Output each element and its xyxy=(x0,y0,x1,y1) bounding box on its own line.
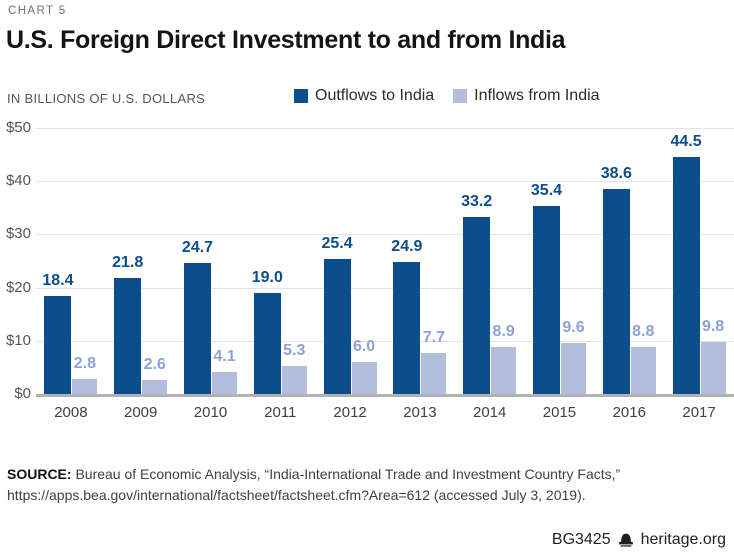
footer-site: heritage.org xyxy=(640,531,726,548)
legend-item-outflows: Outflows to India xyxy=(294,87,434,105)
inflows-value-label-2015: 9.6 xyxy=(562,318,585,336)
x-tick-label-2013: 2013 xyxy=(403,404,437,421)
grid-line xyxy=(36,234,734,236)
outflows-bar-2011: 19.0 xyxy=(252,269,283,394)
footer-doc-id: BG3425 xyxy=(551,531,611,548)
outflows-value-label-2008: 18.4 xyxy=(42,272,74,290)
inflows-value-label-2010: 4.1 xyxy=(213,348,236,366)
y-tick-label: $50 xyxy=(5,119,31,136)
outflows-value-label-2010: 24.7 xyxy=(181,238,214,256)
outflows-bar-2016: 38.6 xyxy=(601,165,632,394)
inflows-value-label-2013: 7.7 xyxy=(422,329,445,347)
unit-label: IN BILLIONS OF U.S. DOLLARS xyxy=(7,91,206,106)
x-tick-label-2015: 2015 xyxy=(542,404,577,421)
bar-group-2009: 21.8 2.6 xyxy=(112,128,168,394)
legend-label-outflows: Outflows to India xyxy=(315,87,435,104)
y-tick-label: $30 xyxy=(5,225,31,243)
legend-swatch-inflows-icon xyxy=(453,89,468,103)
source-text: Bureau of Economic Analysis, “India-Inte… xyxy=(75,466,621,482)
grid-line xyxy=(36,340,734,342)
inflows-value-label-2016: 8.8 xyxy=(632,323,655,341)
outflows-bar-2017: 44.5 xyxy=(670,133,702,394)
plot-area: 18.4 2.8 21.8 2.6 24.7 4.1 19.0 5.3 25.4 6.0 24.9 7… xyxy=(36,128,734,397)
bar-group-2013: 24.9 7.7 xyxy=(391,128,447,394)
outflows-value-label-2011: 19.0 xyxy=(251,268,283,286)
y-tick-label: $20 xyxy=(5,278,31,296)
inflows-bar-2011: 5.3 xyxy=(281,342,307,394)
outflows-bar-2014: 33.2 xyxy=(461,193,492,394)
chart-kicker: CHART 5 xyxy=(8,5,67,17)
x-tick-label-2008: 2008 xyxy=(54,404,88,421)
liberty-bell-icon xyxy=(618,533,633,547)
source-label: SOURCE: xyxy=(7,466,72,482)
inflows-bar-2016: 8.8 xyxy=(630,323,656,394)
x-tick-label-2014: 2014 xyxy=(472,404,507,421)
outflows-value-label-2017: 44.5 xyxy=(670,133,702,151)
x-tick-label-2016: 2016 xyxy=(612,404,646,421)
bar-group-2011: 19.0 5.3 xyxy=(252,128,307,394)
inflows-bar-2013: 7.7 xyxy=(421,329,447,394)
legend-item-inflows: Inflows from India xyxy=(453,87,600,105)
x-tick-label-2010: 2010 xyxy=(193,404,228,421)
x-tick-label-2012: 2012 xyxy=(333,404,367,421)
inflows-value-label-2009: 2.6 xyxy=(143,356,166,374)
inflows-bar-2012: 6.0 xyxy=(351,338,377,394)
outflows-value-label-2009: 21.8 xyxy=(112,254,144,272)
bar-group-2010: 24.7 4.1 xyxy=(182,128,237,394)
legend-label-inflows: Inflows from India xyxy=(474,87,600,104)
outflows-bar-2013: 24.9 xyxy=(391,238,422,394)
x-axis: 2008 2009 2010 2011 2012 2013 2014 2015 2016 2017 xyxy=(36,404,734,421)
outflows-value-label-2014: 33.2 xyxy=(461,193,493,211)
source-note: SOURCE: Bureau of Economic Analysis, “In… xyxy=(7,464,721,506)
y-tick-label: $0 xyxy=(14,385,31,402)
inflows-bar-2009: 2.6 xyxy=(142,356,168,394)
inflows-bar-2015: 9.6 xyxy=(560,319,586,394)
outflows-bar-2010: 24.7 xyxy=(182,239,213,394)
x-tick-label-2009: 2009 xyxy=(124,404,158,421)
bar-group-2016: 38.6 8.8 xyxy=(601,128,656,394)
outflows-value-label-2013: 24.9 xyxy=(391,237,423,255)
bar-group-2008: 18.4 2.8 xyxy=(42,128,98,394)
page-title: U.S. Foreign Direct Investment to and fr… xyxy=(6,26,566,54)
source-url: https://apps.bea.gov/international/facts… xyxy=(7,487,586,503)
inflows-bar-2014: 8.9 xyxy=(491,323,517,394)
inflows-bar-2010: 4.1 xyxy=(211,348,237,394)
inflows-bar-2017: 9.8 xyxy=(700,318,726,394)
footer: BG3425 heritage.org xyxy=(552,531,726,549)
bar-group-2012: 25.4 6.0 xyxy=(322,128,377,394)
bar-group-2015: 35.4 9.6 xyxy=(531,128,586,394)
grid-line xyxy=(36,128,734,129)
inflows-value-label-2008: 2.8 xyxy=(73,355,97,373)
outflows-bar-2009: 21.8 xyxy=(112,254,143,394)
inflows-value-label-2017: 9.8 xyxy=(701,317,725,335)
bar-group-2017: 44.5 9.8 xyxy=(670,128,726,394)
grid-line xyxy=(36,181,734,183)
legend: Outflows to India Inflows from India xyxy=(294,87,600,105)
outflows-bar-2012: 25.4 xyxy=(322,235,353,394)
x-tick-label-2017: 2017 xyxy=(682,404,716,421)
y-tick-label: $10 xyxy=(5,331,31,349)
inflows-value-label-2012: 6.0 xyxy=(352,338,376,356)
y-axis: $50 $40 $30 $20 $10 $0 xyxy=(0,119,31,402)
y-tick-label: $40 xyxy=(5,172,31,190)
bar-group-2014: 33.2 8.9 xyxy=(461,128,517,394)
outflows-bar-2015: 35.4 xyxy=(531,182,562,394)
legend-swatch-outflows-icon xyxy=(294,89,308,103)
outflows-value-label-2016: 38.6 xyxy=(600,164,632,182)
inflows-value-label-2011: 5.3 xyxy=(283,341,306,359)
inflows-value-label-2014: 8.9 xyxy=(492,322,515,340)
outflows-value-label-2015: 35.4 xyxy=(530,181,563,199)
x-tick-label-2011: 2011 xyxy=(264,404,297,421)
grid-line xyxy=(36,287,734,289)
outflows-value-label-2012: 25.4 xyxy=(321,234,353,252)
inflows-bar-2008: 2.8 xyxy=(72,355,98,394)
outflows-bar-2008: 18.4 xyxy=(42,272,73,394)
